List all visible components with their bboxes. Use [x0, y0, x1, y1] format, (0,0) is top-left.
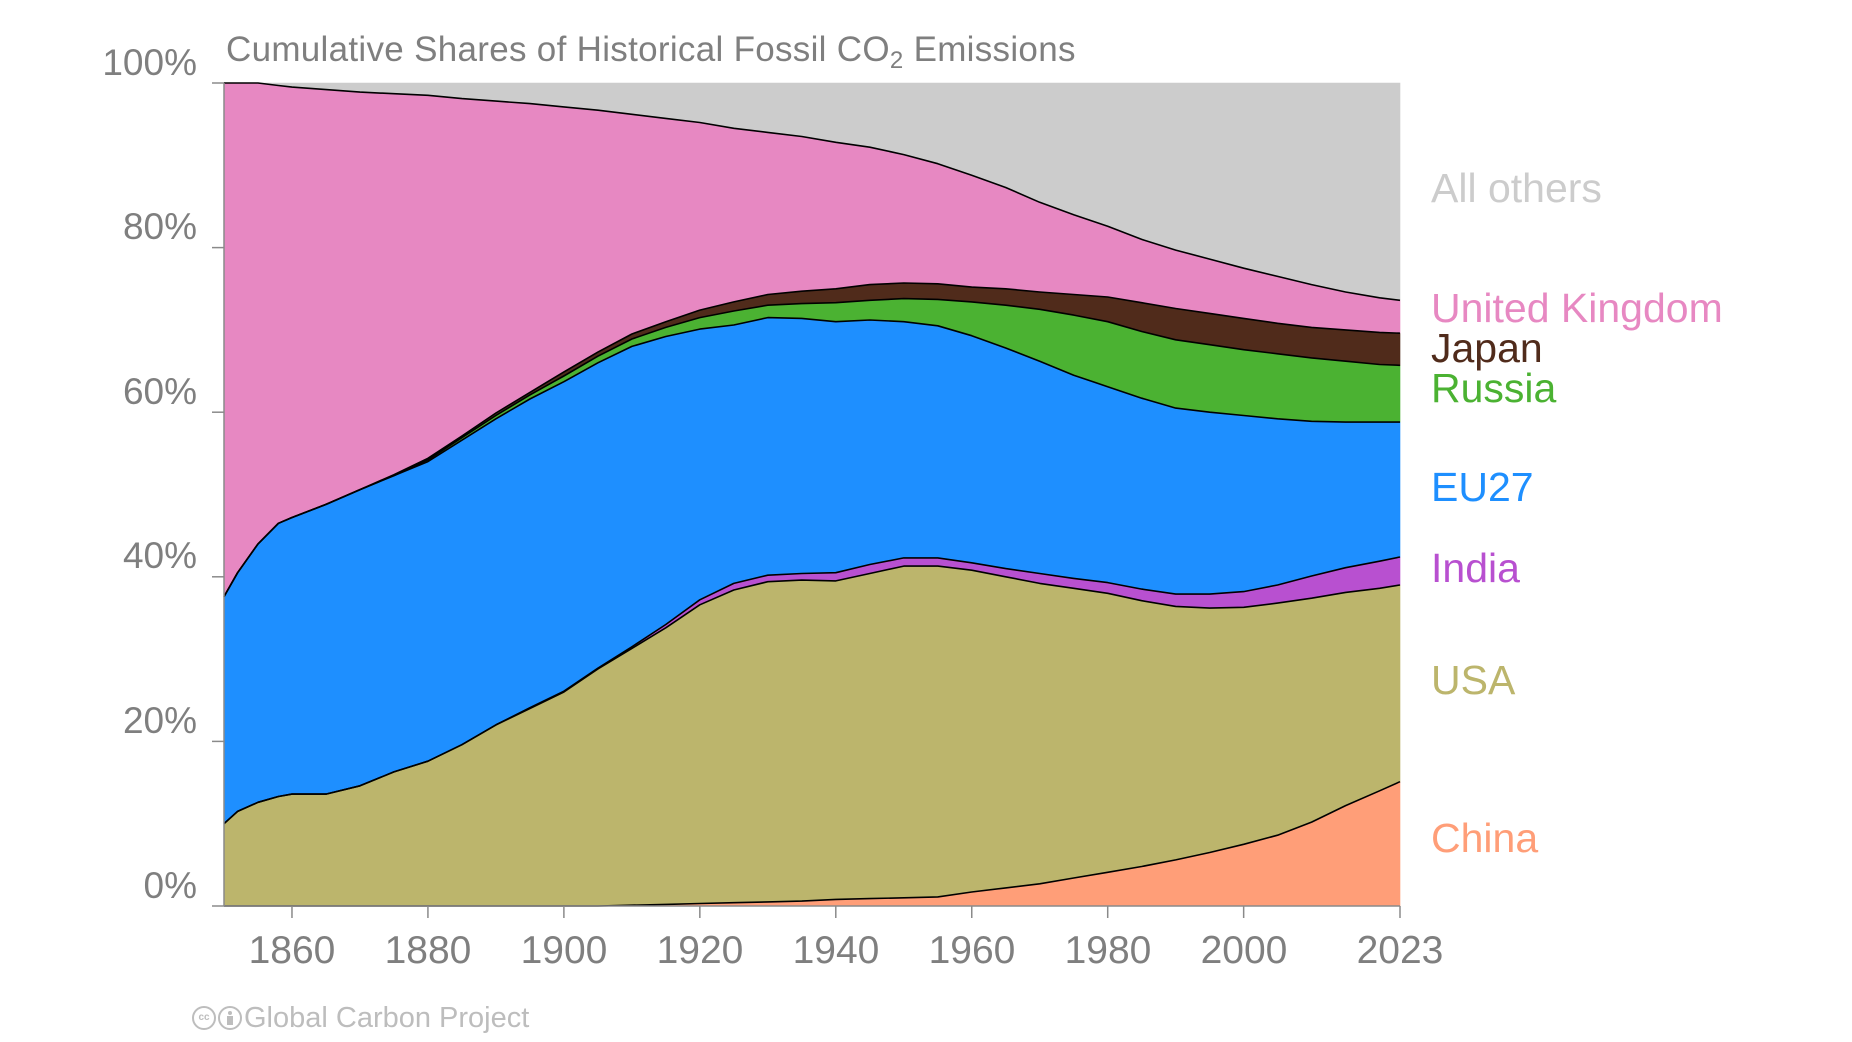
label-united-kingdom: United Kingdom: [1431, 285, 1723, 331]
y-tick-label: 20%: [122, 700, 197, 741]
x-tick-label: 1900: [520, 929, 608, 972]
label-india: India: [1431, 545, 1520, 591]
stacked-areas: [223, 82, 1401, 907]
label-eu27: EU27: [1431, 464, 1534, 510]
title-main: Cumulative Shares of Historical Fossil C…: [226, 30, 890, 69]
y-tick-label: 80%: [122, 206, 197, 247]
label-usa: USA: [1431, 657, 1516, 703]
boundary-india: [223, 556, 1401, 825]
credit: cc Global Carbon Project: [192, 1002, 529, 1034]
y-tick-label: 0%: [143, 865, 197, 906]
label-japan: Japan: [1431, 325, 1543, 371]
area-boundaries: [223, 82, 1401, 907]
x-tick-label: 1880: [384, 929, 472, 972]
y-tick-label: 60%: [122, 371, 197, 412]
x-tick-label: 1920: [656, 929, 744, 972]
attribution-icon: [218, 1006, 242, 1030]
title-suffix: Emissions: [903, 30, 1076, 69]
title-subscript: 2: [889, 47, 904, 74]
credit-text: Global Carbon Project: [244, 1002, 530, 1034]
axes: [212, 82, 1401, 918]
x-tick-label: 1960: [928, 929, 1016, 972]
chart-title: Cumulative Shares of Historical Fossil C…: [226, 30, 1076, 73]
y-tick-label: 100%: [102, 42, 197, 83]
label-all-others: All others: [1431, 165, 1602, 211]
x-tick-label: 1860: [248, 929, 336, 972]
x-tick-label: 2000: [1200, 929, 1288, 972]
creative-commons-icon: cc: [192, 1006, 216, 1030]
label-china: China: [1431, 815, 1539, 861]
x-tick-label: 2023: [1356, 929, 1444, 972]
boundary-united-kingdom: [224, 82, 1401, 302]
y-tick-label: 40%: [122, 535, 197, 576]
x-tick-label: 1940: [792, 929, 880, 972]
boundary-japan: [223, 282, 1401, 597]
label-russia: Russia: [1431, 365, 1557, 411]
x-tick-label: 1980: [1064, 929, 1152, 972]
